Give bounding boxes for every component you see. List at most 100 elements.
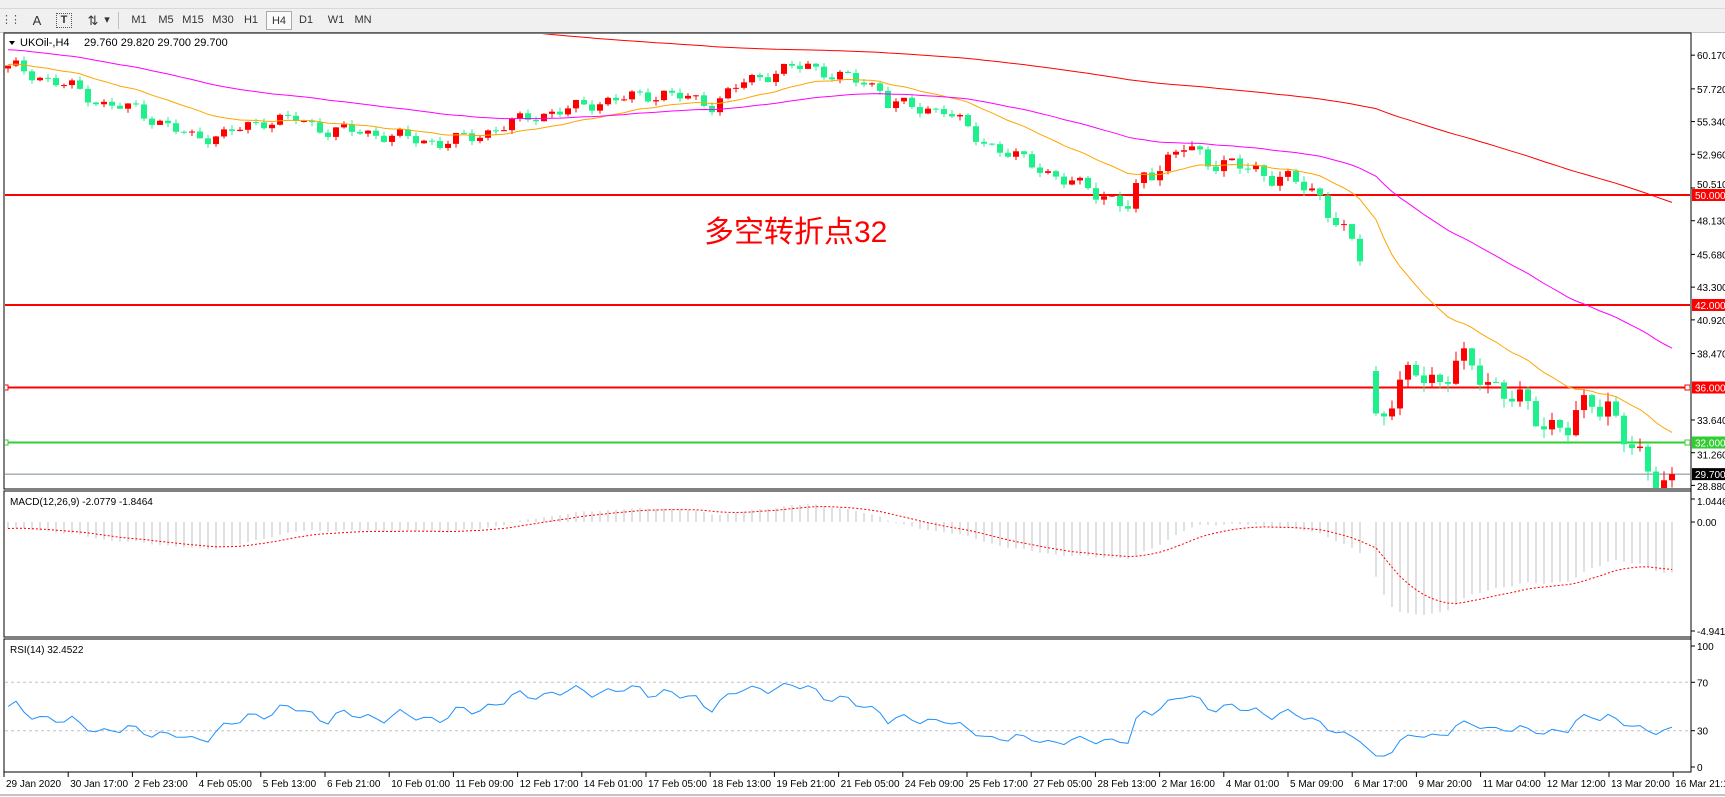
level-price-tag [1692,189,1725,201]
candle-body [301,120,307,122]
candle [429,138,435,146]
rsi-axis-label: 70 [1697,678,1709,689]
candle-body [277,114,283,125]
chart-annotation[interactable]: 多空转折点32 [704,216,887,249]
candle-body [245,122,251,130]
candle [373,127,379,140]
candle [717,96,723,116]
candle [821,63,827,80]
candle-body [933,108,939,110]
candle [173,119,179,135]
candle-body [997,144,1003,153]
level-handle-right[interactable] [1684,384,1690,391]
candle-body [485,130,491,138]
timeframe-mn[interactable]: MN [354,14,372,26]
candle-body [1381,413,1387,417]
candle-body [493,130,499,132]
level-handle-left[interactable] [3,439,9,446]
level-handle-right[interactable] [1684,439,1690,446]
candle-body [13,60,19,66]
candle [781,63,787,76]
moving-average-mid [7,49,1673,349]
candle-body [477,137,483,142]
candle [1149,167,1155,181]
time-axis-label: 11 Mar 04:00 [1483,779,1542,790]
timeframe-m15[interactable]: M15 [182,14,204,26]
candle [805,61,811,70]
candle [1309,183,1315,192]
candle [469,129,475,146]
price-axis-label: 45.680 [1697,250,1725,261]
price-axis-label: 38.470 [1697,350,1725,361]
candle-body [1405,364,1411,380]
candle-body [1021,151,1027,155]
candle-body [733,87,739,89]
candle [693,94,699,100]
candle [21,56,27,75]
candle-body [117,105,123,109]
candle-body [317,122,323,133]
candle [157,119,163,126]
candle-body [1229,158,1235,161]
candle-body [965,114,971,127]
candle [981,138,987,147]
candle-body [405,129,411,137]
macd-signal-line [7,506,1673,605]
arrows-icon[interactable]: ⇅ [87,13,99,28]
moving-average-fast [7,63,1673,433]
candle-body [1661,480,1667,488]
candle-body [709,105,715,113]
candle [1549,412,1555,436]
candle-body [1069,180,1075,185]
candle-body [1373,371,1379,414]
candle-body [989,143,995,145]
candle [317,118,323,134]
candle [1101,191,1107,205]
candle-body [789,63,795,66]
candle [1645,444,1651,481]
candle [1093,182,1099,204]
candle [853,69,859,87]
candle-body [165,120,171,124]
candle [1245,162,1251,174]
time-axis-label: 27 Feb 05:00 [1033,779,1092,790]
candle [405,125,411,140]
candle-body [925,108,931,114]
time-axis-label: 12 Feb 17:00 [520,779,579,790]
candle [613,94,619,105]
time-axis-label: 30 Jan 17:00 [70,779,128,790]
candle-body [653,100,659,102]
candle-body [877,83,883,91]
collapse-triangle-icon[interactable] [9,41,15,45]
candle-body [269,124,275,129]
level-handle-left[interactable] [3,384,9,391]
price-axis-label: 28.880 [1697,482,1725,493]
candle [1269,171,1275,187]
dropdown-icon[interactable]: ▾ [104,14,110,26]
candle-body [213,136,219,145]
timeframe-m5[interactable]: M5 [158,14,174,26]
candle [197,127,203,139]
timeframe-m1[interactable]: M1 [131,14,147,26]
candle [933,107,939,113]
timeframe-h1[interactable]: H1 [243,14,259,26]
timeframe-d1[interactable]: D1 [298,14,314,26]
timeframe-m30[interactable]: M30 [212,14,234,26]
candle-body [717,98,723,113]
text-label-icon[interactable]: T [56,13,72,28]
text-icon[interactable]: A [32,13,42,28]
timeframe-w1[interactable]: W1 [327,14,345,26]
candle-body [389,135,395,142]
price-axis-label: 40.920 [1697,316,1725,327]
candle [69,78,75,89]
grid-icon[interactable]: ⋮⋮ [1,14,21,26]
candle [189,129,195,136]
candle-body [101,101,107,105]
candle-body [1213,166,1219,172]
candle-body [1037,167,1043,173]
time-axis-label: 14 Feb 01:00 [584,779,643,790]
candle [533,116,539,126]
candle-body [1669,474,1675,481]
timeframe-h4[interactable]: H4 [266,11,292,30]
